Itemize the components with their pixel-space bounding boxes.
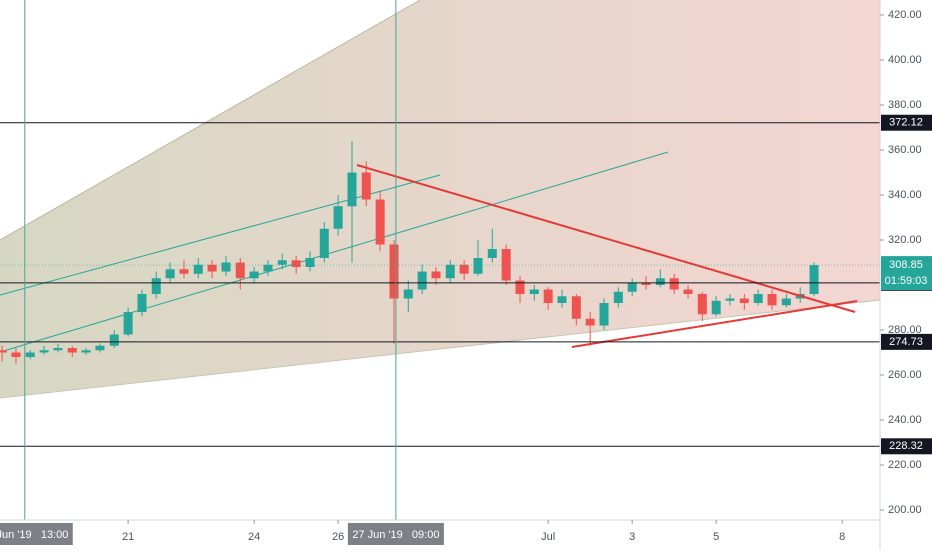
candle-body — [655, 278, 665, 286]
candle-body — [361, 172, 371, 200]
candle-body — [291, 260, 301, 268]
candle-body — [277, 260, 287, 265]
fan-area — [0, 0, 880, 398]
x-tick-label: 24 — [248, 531, 260, 543]
candle-body — [389, 244, 399, 299]
candle-body — [739, 298, 749, 304]
x-tick-label: 5 — [713, 531, 719, 543]
fan-line — [0, 299, 881, 399]
last-price-box — [881, 256, 932, 291]
candle-body — [459, 264, 469, 274]
x-tick-label: 8 — [839, 531, 845, 543]
price-label: 228.32 — [889, 440, 923, 452]
candle-body — [39, 350, 49, 353]
candle-body — [557, 296, 567, 304]
candle-body — [445, 264, 455, 279]
candle-body — [207, 264, 217, 272]
candle-body — [67, 348, 77, 353]
candle-body — [151, 278, 161, 295]
y-tick-label: 340.00 — [888, 189, 922, 201]
candle-body — [109, 334, 119, 346]
candle-body — [319, 228, 329, 259]
time-label-box — [347, 523, 444, 545]
trend-line — [571, 300, 858, 348]
candle-body — [501, 249, 511, 281]
y-tick-label: 280.00 — [888, 324, 922, 336]
candle-body — [305, 258, 315, 268]
y-tick-label: 240.00 — [888, 414, 922, 426]
candle-body — [11, 352, 21, 358]
candle-body — [81, 350, 91, 353]
candle-body — [137, 294, 147, 313]
candle-body — [627, 282, 637, 292]
candle-body — [249, 271, 259, 279]
price-label-box — [881, 333, 932, 350]
candle-body — [529, 289, 539, 295]
candle-body — [25, 352, 35, 358]
candle-body — [473, 258, 483, 274]
x-tick-label: Jul — [541, 531, 555, 543]
candle-body — [543, 289, 553, 304]
candle-body — [263, 264, 273, 272]
candle-body — [431, 271, 441, 279]
y-tick-label: 380.00 — [888, 99, 922, 111]
x-tick-label: 21 — [122, 531, 134, 543]
x-tick-label: 26 — [332, 531, 344, 543]
countdown: 01:59:03 — [885, 275, 928, 287]
candle-body — [809, 265, 819, 295]
candle-body — [669, 278, 679, 290]
candle-body — [753, 294, 763, 304]
candle-body — [781, 298, 791, 306]
y-tick-label: 260.00 — [888, 369, 922, 381]
price-label: 274.73 — [889, 336, 923, 348]
trend-line — [356, 164, 856, 313]
candle-body — [683, 289, 693, 295]
candle-body — [193, 264, 203, 274]
candle-body — [599, 303, 609, 326]
candle-body — [571, 296, 581, 319]
candle-body — [697, 294, 707, 315]
fan-line — [0, 0, 421, 241]
candle-body — [165, 269, 175, 279]
y-tick-label: 420.00 — [888, 9, 922, 21]
candle-body — [123, 312, 133, 335]
candle-body — [487, 249, 497, 259]
candle-body — [333, 206, 343, 229]
candle-body — [515, 280, 525, 295]
candle-body — [711, 300, 721, 315]
candle-body — [585, 318, 595, 326]
y-tick-label: 220.00 — [888, 459, 922, 471]
candle-body — [53, 348, 63, 351]
y-tick-label: 400.00 — [888, 54, 922, 66]
candle-body — [641, 282, 651, 286]
price-label: 372.12 — [889, 117, 923, 129]
candle-body — [403, 289, 413, 299]
channel-line — [0, 151, 669, 353]
x-tick-label: 3 — [629, 531, 635, 543]
candle-body — [95, 345, 105, 351]
y-tick-label: 360.00 — [888, 144, 922, 156]
candle-body — [347, 172, 357, 207]
candle-body — [235, 262, 245, 279]
candle-body — [179, 269, 189, 274]
candle-body — [0, 350, 7, 353]
last-price-label: 308.85 — [889, 259, 923, 271]
candle-body — [221, 262, 231, 272]
y-tick-label: 320.00 — [888, 234, 922, 246]
candle-body — [725, 298, 735, 301]
time-label-box — [0, 523, 73, 545]
time-label: 18 Jun '19 13:00 — [0, 529, 68, 541]
candle-body — [375, 199, 385, 245]
time-label: 27 Jun '19 09:00 — [352, 529, 439, 541]
y-tick-label: 200.00 — [888, 504, 922, 516]
candle-body — [767, 294, 777, 306]
candle-body — [417, 271, 427, 290]
candle-body — [613, 291, 623, 304]
price-label-box — [881, 114, 932, 131]
price-label-box — [881, 438, 932, 455]
